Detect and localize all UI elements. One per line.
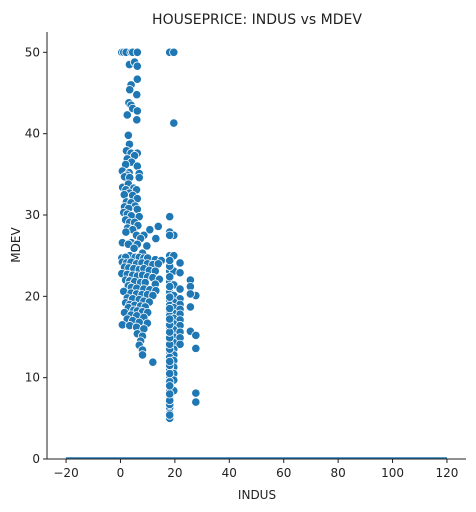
data-point: [151, 233, 161, 244]
data-point: [191, 388, 201, 398]
x-tick-label: 20: [167, 466, 182, 480]
chart-title: HOUSEPRICE: INDUS vs MDEV: [152, 12, 362, 28]
data-point: [132, 106, 142, 116]
x-tick-label: 80: [330, 466, 345, 480]
data-point: [191, 397, 201, 407]
data-point: [175, 258, 185, 268]
data-point: [123, 130, 133, 140]
data-point: [165, 230, 175, 240]
data-point: [175, 339, 185, 349]
y-tick-label: 40: [25, 127, 40, 141]
y-tick-label: 10: [25, 371, 40, 385]
data-point: [185, 289, 195, 299]
x-tick-label: 60: [276, 466, 291, 480]
x-tick-label: 100: [381, 466, 404, 480]
data-point: [165, 281, 175, 292]
data-point: [169, 118, 179, 128]
data-point: [165, 272, 175, 282]
data-point: [165, 314, 175, 324]
data-point: [148, 357, 158, 367]
x-axis-label: INDUS: [238, 488, 276, 502]
data-point: [132, 47, 142, 57]
data-point: [132, 90, 142, 100]
data-point: [191, 330, 201, 340]
data-point: [165, 356, 175, 366]
data-point: [191, 343, 201, 353]
x-tick-label: −20: [53, 466, 78, 480]
data-point: [132, 115, 142, 125]
x-tick-label: 0: [117, 466, 125, 480]
data-point: [165, 410, 175, 420]
data-point: [153, 221, 163, 231]
points-layer: [117, 47, 201, 423]
axes-layer: [46, 32, 466, 460]
data-point: [165, 303, 175, 314]
data-point: [165, 389, 175, 399]
data-point: [165, 292, 175, 302]
data-point: [122, 110, 132, 120]
x-tick-label: 40: [222, 466, 237, 480]
data-point: [132, 74, 142, 84]
ticks-layer: −20 0 20 40 60 80 100 120 0 10 20 30 40 50: [25, 45, 459, 480]
data-point: [142, 241, 152, 251]
y-tick-label: 50: [25, 45, 40, 59]
y-axis-label: MDEV: [9, 227, 23, 263]
data-point: [145, 225, 155, 235]
data-point: [121, 227, 131, 237]
data-point: [132, 61, 142, 71]
data-point: [165, 212, 175, 222]
data-point: [169, 47, 179, 57]
data-point: [165, 255, 175, 266]
data-point: [137, 350, 148, 360]
data-point: [165, 368, 175, 379]
y-tick-label: 0: [32, 452, 40, 466]
data-point: [165, 381, 175, 391]
data-point: [129, 243, 139, 253]
data-point: [175, 284, 185, 294]
data-point: [125, 85, 135, 95]
data-point: [134, 172, 144, 183]
data-point: [175, 268, 185, 278]
y-tick-label: 30: [25, 208, 40, 222]
y-tick-label: 20: [25, 289, 40, 303]
data-point: [185, 302, 195, 312]
x-tick-label: 120: [436, 466, 459, 480]
